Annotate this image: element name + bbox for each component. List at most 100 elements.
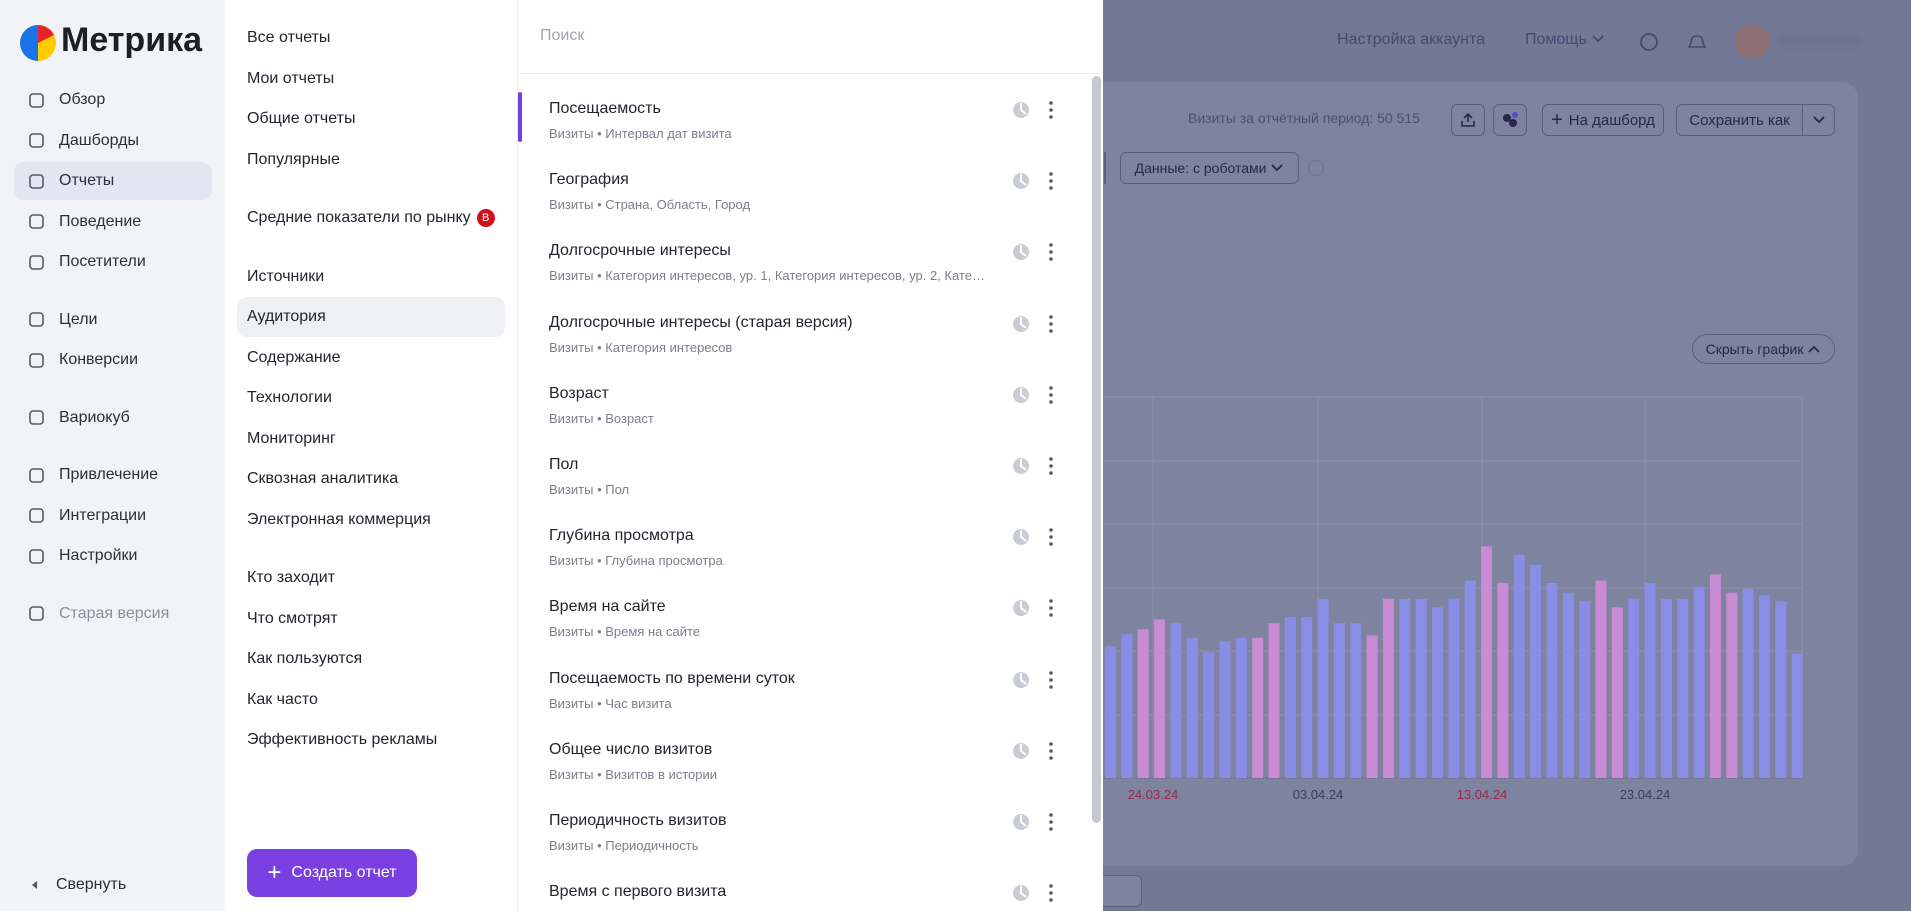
menu-item[interactable]: Средние показатели по рынку В <box>237 198 505 238</box>
report-subtitle[interactable]: Визиты • Визитов в истории <box>549 766 718 782</box>
menu-item[interactable]: Сквозная аналитика <box>237 459 505 499</box>
report-actions[interactable] <box>1012 668 1072 692</box>
nav-item[interactable]: Поведение <box>14 203 212 241</box>
report-title[interactable]: География <box>549 171 629 189</box>
report-item[interactable]: Время с первого визита Визиты • Время с п… <box>518 875 1088 911</box>
avatar[interactable] <box>1735 24 1769 58</box>
menu-label[interactable]: Как пользуются <box>247 650 363 667</box>
nav-label[interactable]: Интеграции <box>59 506 147 524</box>
nav-item[interactable]: Дашборды <box>14 122 212 160</box>
ai-button[interactable] <box>1493 104 1527 136</box>
chat-icon[interactable] <box>1640 33 1658 51</box>
report-title[interactable]: Время на сайте <box>549 598 666 616</box>
save-as-label[interactable]: Сохранить как <box>1689 111 1790 129</box>
menu-item[interactable]: Популярные <box>237 140 505 180</box>
report-item[interactable]: Периодичность визитов Визиты • Периодично… <box>518 804 1088 875</box>
help-menu[interactable]: Помощь <box>1525 31 1605 49</box>
report-subtitle[interactable]: Визиты • Категория интересов, ур. 1, Кат… <box>549 268 985 284</box>
report-actions[interactable] <box>1012 240 1072 264</box>
nav-label[interactable]: Старая версия <box>59 604 170 622</box>
nav-label[interactable]: Привлечение <box>59 466 159 483</box>
report-actions[interactable] <box>1012 739 1072 763</box>
nav-label[interactable]: Цели <box>59 310 98 328</box>
to-dashboard-button[interactable]: + На дашборд <box>1542 104 1664 136</box>
report-title[interactable]: Долгосрочные интересы <box>549 242 731 260</box>
menu-item[interactable]: Источники <box>237 257 505 297</box>
menu-label[interactable]: Сквозная аналитика <box>247 470 399 487</box>
nav-item[interactable]: Конверсии <box>14 341 212 379</box>
report-title[interactable]: Посещаемость <box>549 100 661 117</box>
menu-label[interactable]: Источники <box>247 267 325 285</box>
menu-label[interactable]: Все отчеты <box>247 29 331 46</box>
save-as-button[interactable]: Сохранить как <box>1676 104 1803 136</box>
menu-item[interactable]: Содержание <box>237 338 505 378</box>
report-title[interactable]: Посещаемость по времени суток <box>549 669 795 687</box>
scrollbar[interactable] <box>1092 76 1101 823</box>
nav-label[interactable]: Поведение <box>59 212 142 230</box>
report-item[interactable]: Посещаемость Визиты • Интервал дат визита <box>518 92 1088 163</box>
report-title[interactable]: Общее число визитов <box>549 740 713 758</box>
new-badge[interactable]: В <box>476 209 495 227</box>
report-subtitle[interactable]: Визиты • Интервал дат визита <box>549 126 732 141</box>
report-actions[interactable] <box>1012 454 1072 478</box>
report-actions[interactable] <box>1012 596 1072 620</box>
menu-item[interactable]: Как пользуются <box>237 639 505 679</box>
data-filter-button[interactable]: Данные: с роботами <box>1120 152 1299 184</box>
report-title[interactable]: Возраст <box>549 384 609 402</box>
report-actions[interactable] <box>1012 312 1072 336</box>
search-placeholder[interactable]: Поиск <box>540 27 585 44</box>
collapse-label[interactable]: Свернуть <box>56 876 127 893</box>
nav-item[interactable]: Посетители <box>14 243 212 281</box>
menu-label[interactable]: Аудитория <box>247 308 326 325</box>
nav-item[interactable]: Обзор <box>14 81 212 119</box>
nav-item[interactable]: Настройки <box>14 537 212 575</box>
menu-item[interactable]: Мониторинг <box>237 419 505 459</box>
report-actions[interactable] <box>1012 383 1072 407</box>
nav-label[interactable]: Отчеты <box>59 172 115 189</box>
menu-label[interactable]: Электронная коммерция <box>247 510 431 528</box>
nav-item[interactable]: Отчеты <box>14 162 212 200</box>
report-subtitle[interactable]: Визиты • Глубина просмотра <box>549 553 723 569</box>
nav-label[interactable]: Обзор <box>59 91 106 108</box>
report-title[interactable]: Пол <box>549 456 579 473</box>
report-item[interactable]: Время на сайте Визиты • Время на сайте <box>518 590 1088 661</box>
save-as-dropdown[interactable] <box>1802 104 1835 136</box>
data-filter-label[interactable]: Данные: с роботами <box>1134 160 1267 176</box>
report-title[interactable]: Время с первого визита <box>549 883 727 901</box>
report-title[interactable]: Периодичность визитов <box>549 812 727 829</box>
nav-label[interactable]: Дашборды <box>59 131 139 149</box>
nav-label[interactable]: Конверсии <box>59 351 139 368</box>
hide-chart-button[interactable]: Скрыть график <box>1692 334 1835 364</box>
report-item[interactable]: Посещаемость по времени суток Визиты • Ча… <box>518 662 1088 733</box>
menu-label[interactable]: Мои отчеты <box>247 69 335 87</box>
nav-item[interactable]: Старая версия <box>14 595 212 633</box>
menu-item[interactable]: Все отчеты <box>237 18 505 58</box>
nav-item[interactable]: Цели <box>14 301 212 339</box>
menu-label[interactable]: Что смотрят <box>247 609 338 627</box>
bell-icon[interactable] <box>1687 35 1707 48</box>
report-subtitle[interactable]: Визиты • Время с первого визита <box>549 909 749 911</box>
menu-item[interactable]: Эффективность рекламы <box>237 720 505 760</box>
header-icons[interactable] <box>1637 30 1717 54</box>
menu-label[interactable]: Кто заходит <box>247 569 336 586</box>
report-title[interactable]: Глубина просмотра <box>549 527 694 545</box>
report-actions[interactable] <box>1012 525 1072 549</box>
nav-label[interactable]: Вариокуб <box>59 408 130 426</box>
report-item[interactable]: Долгосрочные интересы Визиты • Категория … <box>518 234 1088 305</box>
create-report-button[interactable]: + Создать отчет <box>247 849 417 897</box>
report-subtitle[interactable]: Визиты • Возраст <box>549 410 654 426</box>
menu-item[interactable]: Что смотрят <box>237 599 505 639</box>
report-subtitle[interactable]: Визиты • Периодичность <box>549 838 699 853</box>
report-item[interactable]: Общее число визитов Визиты • Визитов в ис… <box>518 733 1088 804</box>
menu-label[interactable]: Средние показатели по рынку <box>247 209 471 226</box>
report-item[interactable]: Возраст Визиты • Возраст <box>518 377 1088 448</box>
export-button[interactable] <box>1451 104 1485 136</box>
menu-item[interactable]: Мои отчеты <box>237 59 505 99</box>
menu-item[interactable]: Аудитория <box>237 297 505 337</box>
nav-item[interactable]: Вариокуб <box>14 399 212 437</box>
report-title[interactable]: Долгосрочные интересы (старая версия) <box>549 313 853 331</box>
report-item[interactable]: География Визиты • Страна, Область, Город <box>518 163 1088 234</box>
nav-label[interactable]: Настройки <box>59 547 138 564</box>
report-subtitle[interactable]: Визиты • Пол <box>549 482 630 497</box>
menu-label[interactable]: Общие отчеты <box>247 110 356 127</box>
